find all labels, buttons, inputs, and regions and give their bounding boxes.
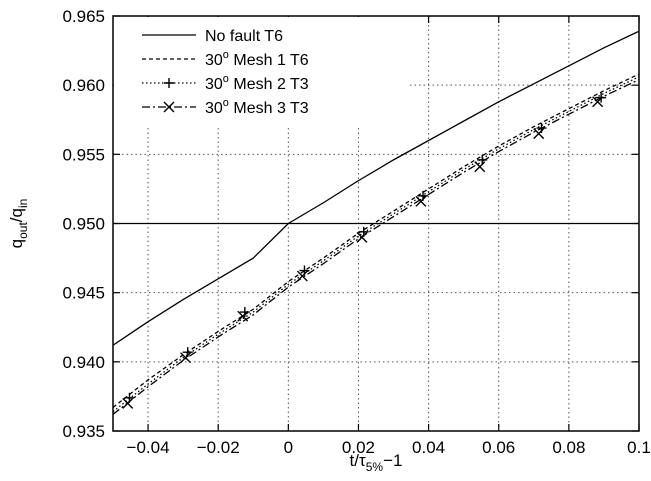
series-3-marker-8 [592, 96, 604, 108]
x-tick-label-0: −0.04 [127, 438, 170, 457]
axis-labels: t/τ5%−1 qout/qin [7, 199, 402, 474]
y-tick-label-0: 0.935 [62, 422, 105, 441]
y-tick-label-1: 0.940 [62, 353, 105, 372]
series-line-1 [112, 73, 640, 408]
x-tick-label-7: 0.1 [627, 438, 651, 457]
legend-label-0: No fault T6 [205, 28, 283, 45]
series-3-marker-7 [533, 128, 545, 140]
legend-label-2: 30o Mesh 2 T3 [205, 73, 309, 93]
x-tick-label-3: 0.02 [342, 438, 375, 457]
legend-marker-2 [164, 78, 174, 88]
y-axis-label: qout/qin [7, 199, 30, 249]
x-tick-label-1: −0.02 [197, 438, 240, 457]
series-3-marker-0 [122, 397, 134, 409]
legend-label-1: 30o Mesh 1 T6 [205, 49, 309, 69]
y-tick-label-2: 0.945 [62, 284, 105, 303]
y-tick-label-5: 0.960 [62, 76, 105, 95]
legend-label-3: 30o Mesh 3 T3 [205, 97, 309, 117]
series-line-3 [112, 79, 640, 415]
x-axis-label: t/τ5%−1 [350, 451, 403, 474]
x-tick-label-2: 0 [284, 438, 293, 457]
legend: No fault T6 30o Mesh 1 T6 30o Mesh 2 T3 30o… [114, 17, 410, 128]
y-tick-label-4: 0.955 [62, 145, 105, 164]
y-tick-label-3: 0.950 [62, 215, 105, 234]
series-3-marker-4 [356, 231, 368, 243]
series-lines [112, 30, 640, 415]
axis-ticks: −0.04 −0.02 0 0.02 0.04 0.06 0.08 0.1 0.935 0.940… [62, 7, 650, 457]
series-3-marker-6 [474, 161, 486, 173]
series-line-0 [112, 30, 640, 346]
series-3-marker-1 [180, 352, 192, 364]
x-tick-label-6: 0.08 [552, 438, 585, 457]
series-3-marker-2 [237, 310, 249, 322]
legend-marker-3 [163, 101, 175, 113]
y-tick-label-6: 0.965 [62, 7, 105, 26]
series-3-marker-3 [296, 270, 308, 282]
x-tick-label-4: 0.04 [412, 438, 445, 457]
x-tick-label-5: 0.06 [482, 438, 515, 457]
series-3-marker-5 [415, 195, 427, 207]
series-2-marker-2 [239, 307, 250, 318]
